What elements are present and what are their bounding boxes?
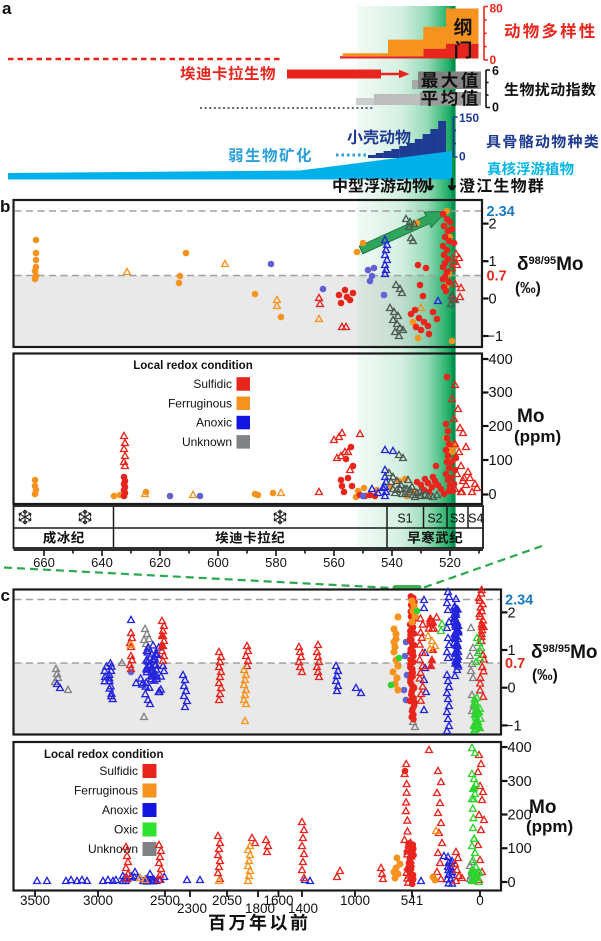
svg-text:0: 0 bbox=[508, 681, 516, 697]
svg-text:2050: 2050 bbox=[212, 893, 242, 908]
svg-text:Unknown: Unknown bbox=[88, 842, 138, 856]
svg-text:0.7: 0.7 bbox=[487, 269, 507, 285]
svg-text:a: a bbox=[2, 0, 12, 18]
svg-text:3500: 3500 bbox=[20, 893, 50, 908]
svg-text:2.34: 2.34 bbox=[505, 592, 533, 608]
svg-text:400: 400 bbox=[508, 740, 532, 756]
svg-text:1600: 1600 bbox=[263, 893, 293, 908]
svg-text:2300: 2300 bbox=[177, 901, 207, 916]
svg-text:Mo: Mo bbox=[517, 406, 544, 427]
svg-text:660: 660 bbox=[33, 555, 55, 570]
svg-text:520: 520 bbox=[439, 555, 461, 570]
svg-text:δ98/95Mo: δ98/95Mo bbox=[517, 254, 584, 275]
svg-text:Oxic: Oxic bbox=[114, 823, 138, 837]
svg-text:1400: 1400 bbox=[288, 901, 318, 916]
svg-text:−1: −1 bbox=[505, 718, 522, 734]
svg-text:100: 100 bbox=[489, 453, 513, 469]
svg-text:(ppm): (ppm) bbox=[526, 817, 573, 836]
svg-text:S4: S4 bbox=[468, 512, 483, 526]
svg-text:Local redox condition: Local redox condition bbox=[133, 360, 252, 372]
svg-text:b: b bbox=[0, 197, 10, 216]
svg-text:0: 0 bbox=[476, 893, 484, 908]
svg-text:600: 600 bbox=[207, 555, 229, 570]
svg-text:Ferruginous: Ferruginous bbox=[74, 784, 138, 798]
svg-text:2.34: 2.34 bbox=[487, 204, 515, 220]
svg-text:Sulfidic: Sulfidic bbox=[193, 377, 232, 391]
svg-text:1000: 1000 bbox=[340, 893, 370, 908]
svg-text:1: 1 bbox=[489, 254, 497, 270]
svg-text:0: 0 bbox=[492, 101, 499, 115]
svg-text:2: 2 bbox=[508, 605, 516, 621]
svg-text:3000: 3000 bbox=[83, 893, 113, 908]
svg-text:Unknown: Unknown bbox=[182, 435, 232, 449]
svg-text:150: 150 bbox=[459, 111, 479, 125]
svg-text:200: 200 bbox=[489, 419, 513, 435]
svg-text:0: 0 bbox=[489, 487, 497, 503]
svg-text:0: 0 bbox=[508, 875, 516, 891]
svg-text:620: 620 bbox=[149, 555, 171, 570]
svg-text:Ferruginous: Ferruginous bbox=[168, 396, 232, 410]
svg-text:540: 540 bbox=[381, 555, 403, 570]
svg-text:560: 560 bbox=[323, 555, 345, 570]
svg-text:c: c bbox=[1, 586, 10, 605]
svg-text:1: 1 bbox=[508, 643, 516, 659]
svg-text:0: 0 bbox=[459, 150, 466, 164]
svg-text:S2: S2 bbox=[427, 512, 442, 526]
svg-text:580: 580 bbox=[265, 555, 287, 570]
svg-text:300: 300 bbox=[489, 385, 513, 401]
svg-text:2500: 2500 bbox=[150, 893, 180, 908]
svg-text:−1: −1 bbox=[487, 329, 504, 345]
svg-text:Anoxic: Anoxic bbox=[196, 416, 232, 430]
svg-text:Sulfidic: Sulfidic bbox=[99, 764, 138, 778]
svg-text:Anoxic: Anoxic bbox=[102, 803, 138, 817]
svg-text:640: 640 bbox=[91, 555, 113, 570]
svg-text:300: 300 bbox=[508, 774, 532, 790]
svg-text:200: 200 bbox=[508, 807, 532, 823]
svg-text:S1: S1 bbox=[397, 512, 412, 526]
svg-text:(‰): (‰) bbox=[515, 280, 541, 297]
svg-text:Local redox condition: Local redox condition bbox=[44, 749, 163, 761]
svg-text:2: 2 bbox=[489, 217, 497, 233]
svg-text:1800: 1800 bbox=[245, 901, 275, 916]
svg-text:6: 6 bbox=[492, 64, 499, 78]
svg-text:(ppm): (ppm) bbox=[514, 427, 561, 446]
svg-text:(‰): (‰) bbox=[532, 667, 558, 684]
svg-text:541: 541 bbox=[401, 893, 424, 908]
svg-text:80: 80 bbox=[490, 2, 504, 16]
svg-text:S3: S3 bbox=[450, 512, 465, 526]
svg-text:100: 100 bbox=[508, 841, 532, 857]
svg-text:0: 0 bbox=[490, 53, 497, 67]
svg-text:Mo: Mo bbox=[529, 797, 556, 818]
svg-text:400: 400 bbox=[489, 352, 513, 368]
svg-text:0.7: 0.7 bbox=[505, 656, 525, 672]
svg-text:0: 0 bbox=[489, 292, 497, 308]
